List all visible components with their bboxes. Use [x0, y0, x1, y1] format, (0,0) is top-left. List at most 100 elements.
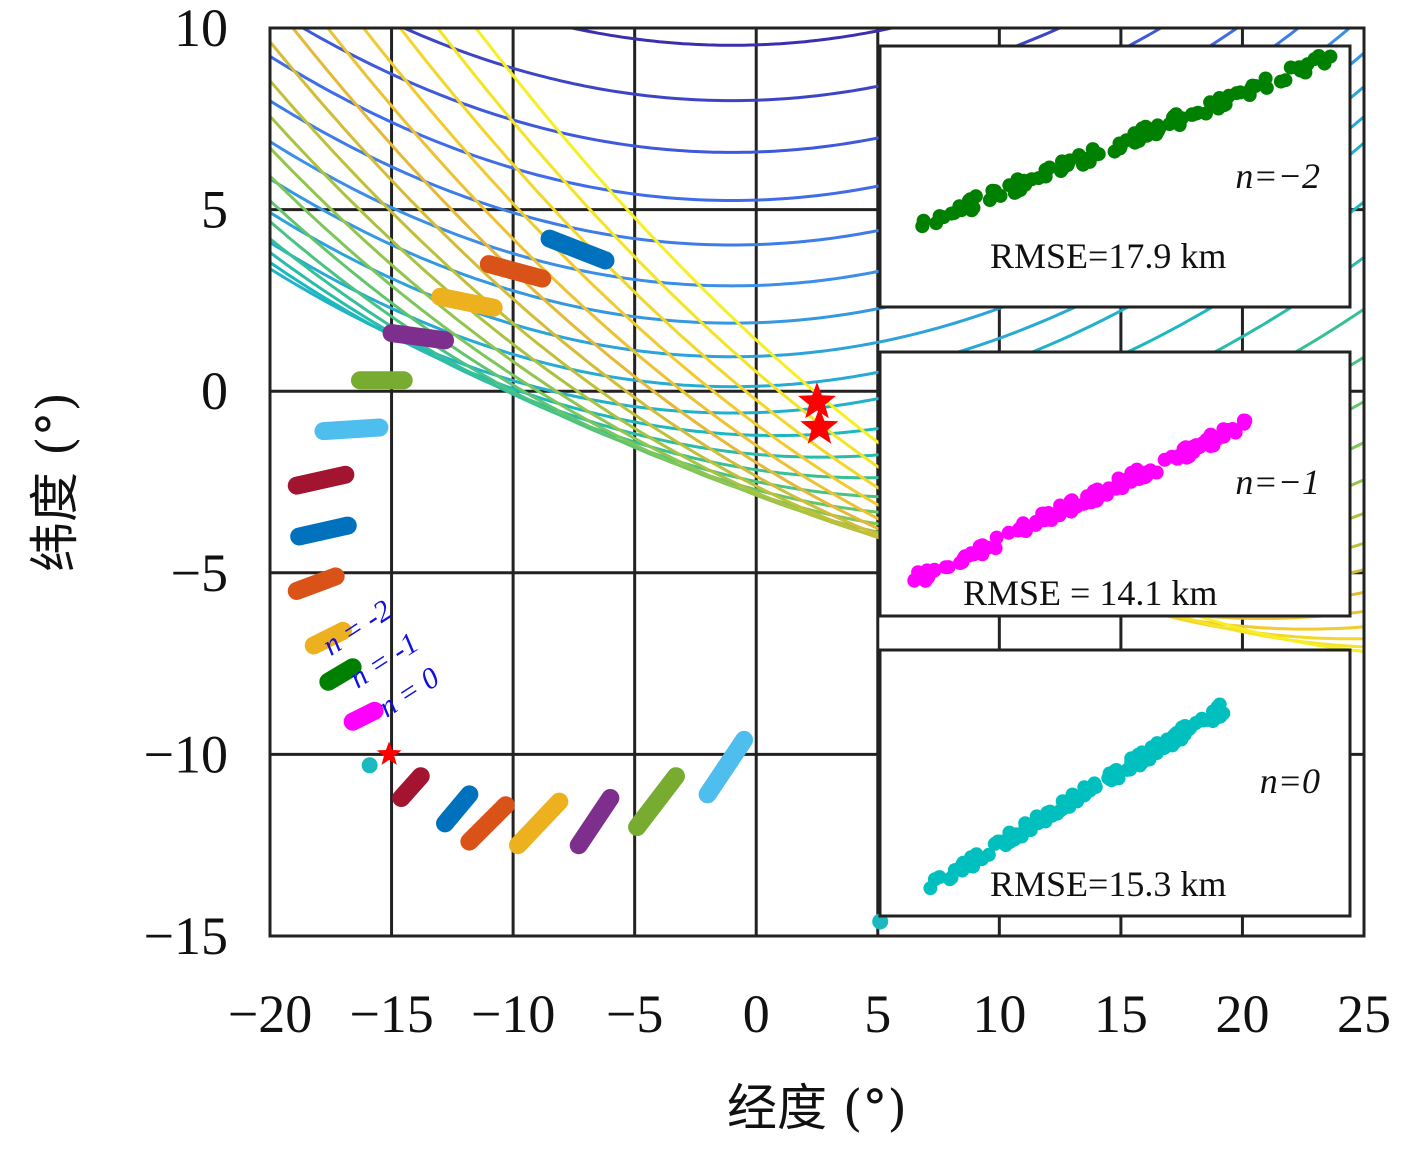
inset-point: [1173, 728, 1188, 743]
contour-line: [398, 28, 1364, 641]
track-segments: [287, 229, 754, 855]
track-segment: [290, 516, 357, 546]
track-segment: [319, 658, 362, 691]
inset-n-label: n=−1: [1235, 462, 1320, 502]
markers: [361, 382, 889, 930]
x-tick-label: 5: [864, 984, 891, 1044]
star-marker: [376, 741, 402, 765]
inset-point: [1150, 736, 1165, 751]
star-marker: [800, 407, 839, 444]
plot-frame: [268, 26, 1366, 938]
inset-point: [1134, 127, 1149, 141]
inset-point: [1104, 773, 1119, 788]
inset-point: [1245, 78, 1260, 93]
inset-point: [985, 183, 1000, 198]
track-segment: [569, 788, 620, 855]
inset-point: [966, 200, 981, 215]
track-segment: [628, 767, 685, 837]
track-segment: [540, 229, 615, 270]
inset-point: [1055, 161, 1070, 176]
inset-point: [1108, 481, 1123, 496]
inset-point: [1136, 470, 1151, 485]
inset-point: [1002, 825, 1017, 840]
inset-point: [987, 836, 1002, 851]
inset-point: [1238, 413, 1253, 428]
inset-point: [1298, 65, 1313, 80]
inset-point: [1120, 762, 1135, 777]
inset-rmse-label: RMSE=17.9 km: [990, 236, 1226, 276]
y-tick-label: 5: [201, 180, 228, 240]
y-tick-label: −10: [144, 724, 228, 784]
data-point: [361, 757, 378, 774]
track-segment: [304, 621, 352, 655]
track-segment: [382, 324, 455, 350]
inset-point: [966, 859, 980, 874]
inset-point: [1020, 520, 1035, 535]
inset-rmse-label: RMSE=15.3 km: [990, 864, 1226, 904]
inset-point: [958, 549, 972, 564]
inset-point: [1273, 74, 1288, 89]
inset-point: [1233, 85, 1248, 100]
inset-point: [1258, 71, 1273, 86]
inset-point: [1164, 449, 1179, 464]
y-tick-labels: 10 5 0 −5 −10 −15: [144, 0, 228, 966]
track-segment: [287, 465, 355, 495]
inset-point: [1218, 97, 1233, 112]
inset-point: [941, 560, 956, 575]
inset-point: [1080, 489, 1095, 504]
inset-n-label: n=0: [1260, 761, 1320, 801]
track-segment: [392, 767, 430, 807]
inset-point: [975, 547, 990, 562]
x-axis-label: 经度 (°): [727, 1079, 907, 1137]
track-segment: [431, 287, 503, 317]
star-marker: [798, 382, 836, 419]
inset-point: [1023, 822, 1038, 837]
x-tick-label: 25: [1337, 984, 1391, 1044]
inset-point: [1142, 745, 1157, 760]
x-tick-label: 10: [972, 984, 1026, 1044]
inset-point: [1189, 106, 1204, 121]
track-segment: [460, 796, 515, 851]
x-tick-label: −15: [349, 984, 433, 1044]
inset-point: [1149, 465, 1164, 480]
inset-point: [1007, 185, 1022, 200]
y-tick-label: −5: [171, 543, 228, 603]
inset-point: [1082, 154, 1097, 169]
inset-point: [1039, 163, 1054, 178]
x-tick-label: 20: [1215, 984, 1269, 1044]
inset-point: [1318, 51, 1333, 66]
x-tick-label: −10: [471, 984, 555, 1044]
contour-line: [300, 28, 1164, 154]
inset-rmse-label: RMSE = 14.1 km: [963, 573, 1217, 613]
inset-point: [918, 573, 933, 588]
track-segment: [698, 730, 754, 804]
x-tick-label: 15: [1094, 984, 1148, 1044]
inset-point: [1107, 144, 1122, 159]
y-axis-label: 纬度 (°): [26, 392, 84, 572]
inset-point: [1017, 173, 1031, 188]
n-labels: n = -2n = -1n = 0: [317, 594, 446, 724]
track-segment: [436, 785, 479, 833]
inset-point: [936, 210, 951, 225]
inset-point: [1035, 506, 1050, 521]
inset-point: [927, 562, 942, 577]
track-segment: [314, 418, 389, 441]
y-tick-label: 0: [201, 361, 228, 421]
inset-point: [989, 530, 1004, 545]
inset-point: [1206, 704, 1220, 719]
inset-point: [1064, 504, 1079, 519]
y-tick-label: −15: [144, 906, 228, 966]
inset-point: [1125, 469, 1140, 484]
inset-point: [954, 862, 969, 877]
inset-point: [1052, 503, 1067, 518]
contour-line: [565, 28, 899, 47]
inset-point: [1145, 126, 1160, 141]
y-tick-label: 10: [174, 0, 228, 58]
track-segment: [287, 567, 345, 600]
inset-point: [927, 872, 942, 887]
inset-point: [942, 872, 957, 887]
track-segment: [343, 701, 384, 731]
track-segment: [508, 792, 569, 855]
inset-point: [1072, 148, 1086, 163]
